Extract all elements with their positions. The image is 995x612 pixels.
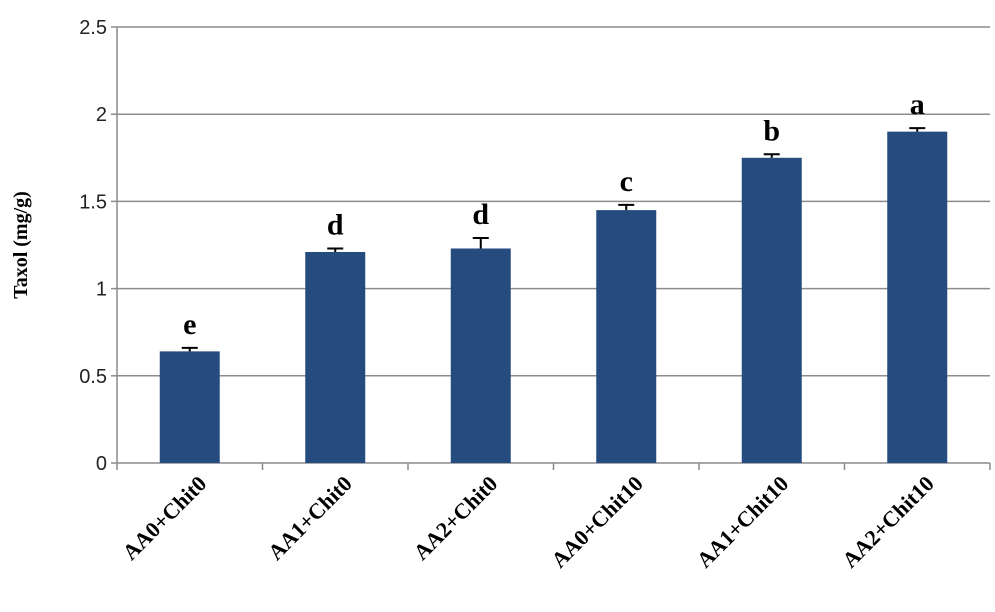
significance-letter: d xyxy=(472,198,489,231)
gridlines xyxy=(117,26,990,377)
significance-letter: d xyxy=(327,208,344,241)
significance-letter: b xyxy=(763,114,780,147)
axes xyxy=(111,26,991,470)
bar xyxy=(596,210,657,463)
bar xyxy=(887,131,948,463)
x-tick-label: AA0+Chit0 xyxy=(117,471,211,565)
significance-letter: c xyxy=(620,165,633,198)
significance-letter: a xyxy=(910,88,925,121)
y-tick-label: 2.5 xyxy=(79,17,107,39)
x-tick-labels: AA0+Chit0 AA1+Chit0 AA2+Chit0 AA0+Chit10 AA1… xyxy=(117,471,938,573)
x-tick-label: AA1+Chit0 xyxy=(263,471,357,565)
y-tick-labels: 0 0.5 1 1.5 2 2.5 xyxy=(79,17,107,475)
bar xyxy=(741,157,802,464)
y-tick-label: 1 xyxy=(96,279,107,301)
bar xyxy=(305,251,366,463)
y-tick-label: 0 xyxy=(96,453,107,475)
x-tick-label: AA0+Chit10 xyxy=(546,471,648,573)
bar xyxy=(450,248,511,463)
y-tick-label: 1.5 xyxy=(79,191,107,213)
bar xyxy=(159,351,220,463)
y-axis-label: Taxol (mg/g) xyxy=(10,191,32,299)
y-tick-label: 2 xyxy=(96,104,107,126)
x-tick-label: AA2+Chit10 xyxy=(837,471,939,573)
error-bars xyxy=(181,127,926,352)
significance-letter: e xyxy=(183,308,196,341)
significance-labels: e d d c b a xyxy=(183,88,925,341)
x-tick-label: AA2+Chit0 xyxy=(408,471,502,565)
y-tick-label: 0.5 xyxy=(79,366,107,388)
x-tick-label: AA1+Chit10 xyxy=(692,471,794,573)
bars xyxy=(159,131,948,464)
